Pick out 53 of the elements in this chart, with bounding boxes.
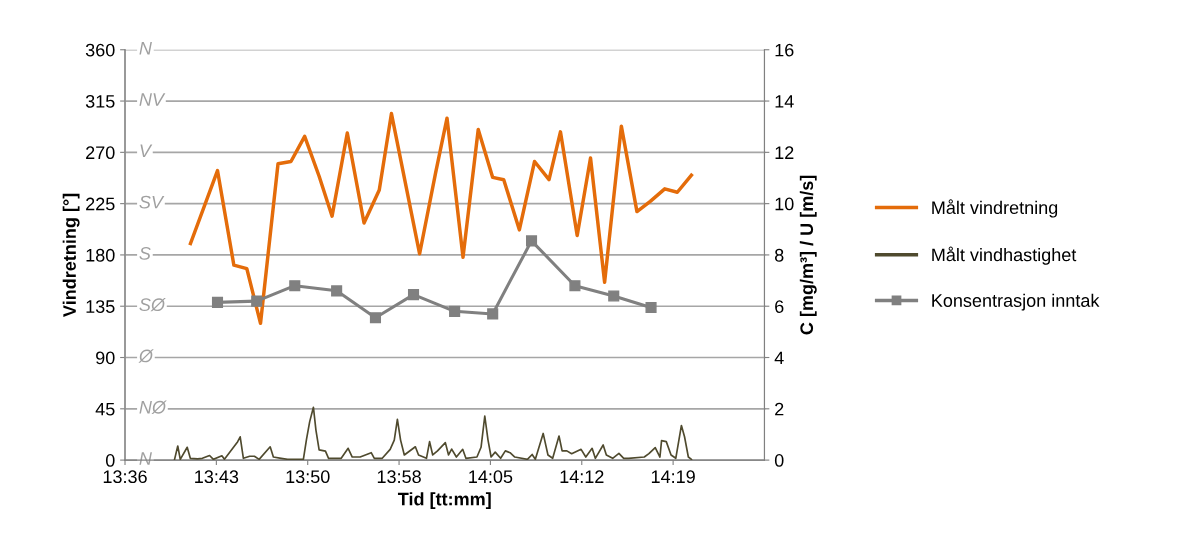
point xyxy=(487,308,499,320)
y2-tick-label: 10 xyxy=(775,197,794,211)
ref-line-label: NV xyxy=(139,93,166,106)
point xyxy=(525,235,538,247)
x-tick-label: 13:58 xyxy=(377,470,421,484)
point xyxy=(369,312,382,324)
x-axis-title: Tid [tt:mm] xyxy=(397,492,491,510)
y-tick-label: 135 xyxy=(86,300,115,313)
ref-line-label: S xyxy=(139,246,151,260)
y-tick-label: 45 xyxy=(95,402,115,416)
point xyxy=(407,289,420,301)
y2-tick-label: 6 xyxy=(775,300,784,313)
y2-tick-label: 2 xyxy=(775,402,784,416)
x-tick-label: 14:12 xyxy=(560,470,604,483)
y2-tick-label: 0 xyxy=(774,454,784,467)
annotation: N xyxy=(139,42,152,55)
y-tick-label: 0 xyxy=(105,454,115,467)
ref-line-label: SØ xyxy=(139,297,166,312)
y-tick-label: 90 xyxy=(96,351,115,365)
y-tick-label: 315 xyxy=(85,94,115,108)
y-tick-label: 180 xyxy=(86,248,115,262)
x-tick-label: 14:19 xyxy=(651,470,695,484)
point xyxy=(211,296,224,308)
y2-tick-label: 4 xyxy=(774,351,784,365)
point xyxy=(251,295,263,307)
point xyxy=(645,301,657,314)
y2-tick-label: 12 xyxy=(775,146,794,159)
ref-line-label: V xyxy=(140,144,153,158)
ref-line-label: Ø xyxy=(138,349,154,363)
point xyxy=(449,305,461,317)
y-tick-label: 360 xyxy=(85,43,115,57)
y-tick-label: 270 xyxy=(86,146,115,160)
legend-label: Målt vindretning xyxy=(932,199,1058,218)
point xyxy=(569,280,581,292)
y-axis-title: Vindretning [°] xyxy=(62,193,80,317)
legend-label: Målt vindhastighet xyxy=(932,246,1077,265)
y-tick-label: 225 xyxy=(86,197,115,211)
ref-line-label: NØ xyxy=(139,400,167,414)
x-tick-label: 13:50 xyxy=(286,470,330,484)
ref-line-label: SV xyxy=(139,195,165,209)
x-tick-label: 14:05 xyxy=(469,470,513,484)
y2-tick-label: 14 xyxy=(775,95,794,108)
x-tick-label: 13:36 xyxy=(103,470,147,484)
y2-tick-label: 16 xyxy=(775,43,794,57)
point xyxy=(608,290,620,302)
legend-label: Konsentrasjon inntak xyxy=(932,293,1100,311)
line-series xyxy=(188,111,694,326)
x-tick-label: 13:43 xyxy=(195,470,239,484)
point xyxy=(331,285,343,297)
y2-tick-label: 8 xyxy=(774,248,784,262)
line-series xyxy=(173,406,693,461)
y2-axis-title: C [mg/m³] / U [m/s] xyxy=(799,175,817,335)
point xyxy=(289,280,301,292)
